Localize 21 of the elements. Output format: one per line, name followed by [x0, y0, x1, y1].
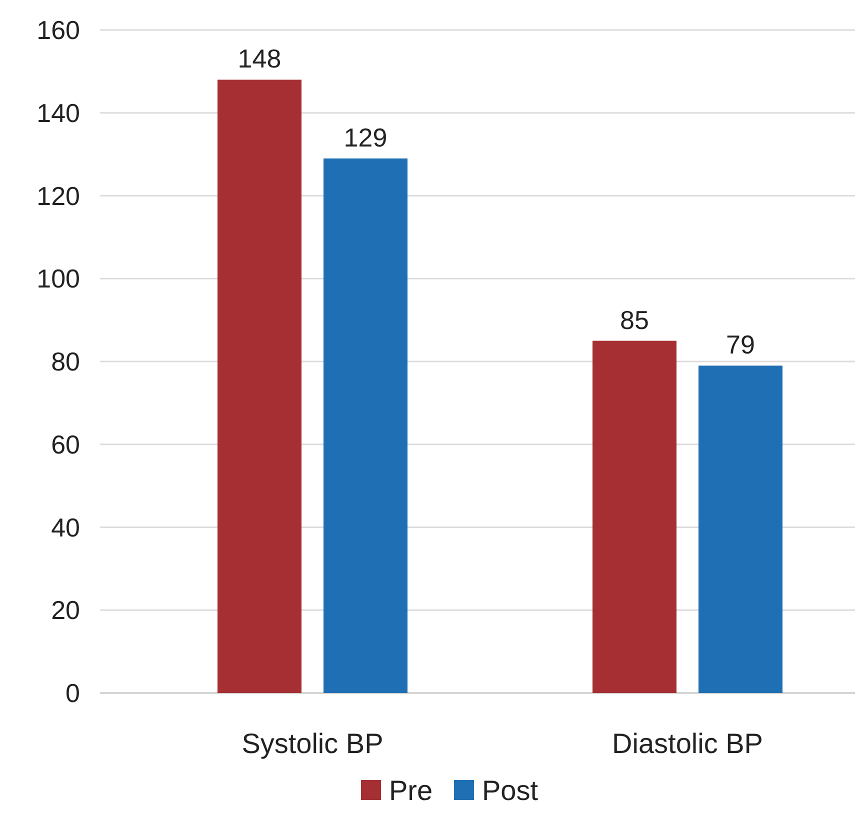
data-label: 85: [620, 304, 649, 335]
x-tick-label: Diastolic BP: [612, 728, 763, 759]
y-tick-label: 0: [66, 678, 80, 708]
y-tick-label: 140: [36, 98, 80, 128]
bar: [592, 340, 676, 693]
y-tick-label: 160: [36, 15, 80, 46]
x-tick-label: Systolic BP: [242, 728, 384, 759]
bar: [218, 80, 302, 693]
y-tick-label: 100: [36, 264, 80, 294]
data-label: 79: [726, 330, 755, 360]
y-tick-label: 120: [36, 180, 80, 211]
data-label: 129: [344, 122, 388, 152]
bar: [698, 366, 782, 693]
y-tick-label: 60: [51, 429, 80, 460]
data-label: 148: [238, 44, 282, 74]
legend-label: Post: [482, 774, 538, 806]
y-tick-label: 20: [51, 595, 80, 626]
legend-label: Pre: [389, 774, 433, 806]
y-tick-label: 80: [51, 346, 80, 377]
y-tick-label: 40: [51, 512, 80, 542]
bar: [324, 158, 408, 693]
